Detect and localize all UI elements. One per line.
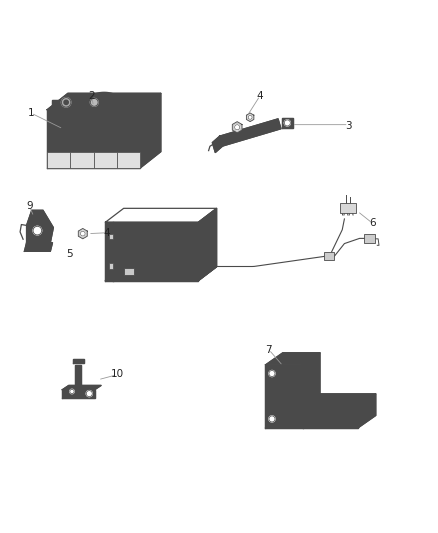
Polygon shape (198, 208, 217, 280)
Text: 1: 1 (28, 108, 34, 118)
Circle shape (284, 120, 290, 126)
Polygon shape (220, 119, 281, 146)
Polygon shape (247, 113, 254, 122)
Circle shape (248, 115, 252, 119)
Polygon shape (106, 266, 217, 280)
Bar (340, 203, 356, 213)
Circle shape (269, 416, 275, 422)
Polygon shape (73, 359, 84, 363)
Text: 5: 5 (67, 248, 73, 259)
Circle shape (86, 391, 92, 397)
Bar (324, 252, 335, 260)
Text: 4: 4 (103, 228, 110, 238)
Text: 7: 7 (265, 344, 272, 354)
Bar (109, 263, 113, 269)
Polygon shape (75, 365, 81, 390)
Polygon shape (303, 394, 376, 406)
Circle shape (269, 370, 275, 376)
Bar (109, 234, 113, 239)
Circle shape (90, 99, 98, 106)
Polygon shape (232, 122, 242, 133)
Polygon shape (111, 228, 193, 273)
Text: 3: 3 (346, 121, 352, 131)
Polygon shape (265, 353, 320, 365)
Polygon shape (78, 229, 87, 239)
Text: 2: 2 (88, 91, 95, 101)
Polygon shape (27, 211, 53, 243)
Polygon shape (282, 117, 293, 128)
Polygon shape (62, 385, 101, 390)
Circle shape (81, 231, 85, 236)
Polygon shape (212, 136, 223, 152)
Polygon shape (106, 222, 198, 280)
Polygon shape (62, 390, 95, 398)
Circle shape (33, 227, 42, 235)
Bar (364, 235, 375, 243)
Bar (124, 268, 134, 274)
Polygon shape (303, 353, 320, 427)
Polygon shape (52, 100, 119, 110)
Circle shape (64, 100, 68, 104)
Text: 6: 6 (369, 218, 376, 228)
Polygon shape (303, 406, 358, 427)
Text: 10: 10 (111, 369, 124, 379)
Circle shape (61, 98, 71, 107)
Text: 9: 9 (26, 201, 33, 211)
Polygon shape (140, 93, 161, 168)
Bar (117, 152, 140, 168)
Circle shape (70, 389, 74, 394)
Bar (94, 152, 117, 168)
Polygon shape (47, 93, 161, 110)
Polygon shape (47, 110, 140, 168)
Bar (71, 152, 94, 168)
Polygon shape (358, 394, 376, 427)
Text: 4: 4 (257, 91, 263, 101)
Polygon shape (265, 365, 303, 427)
Polygon shape (25, 243, 53, 252)
Bar (47, 152, 71, 168)
Circle shape (235, 125, 240, 130)
